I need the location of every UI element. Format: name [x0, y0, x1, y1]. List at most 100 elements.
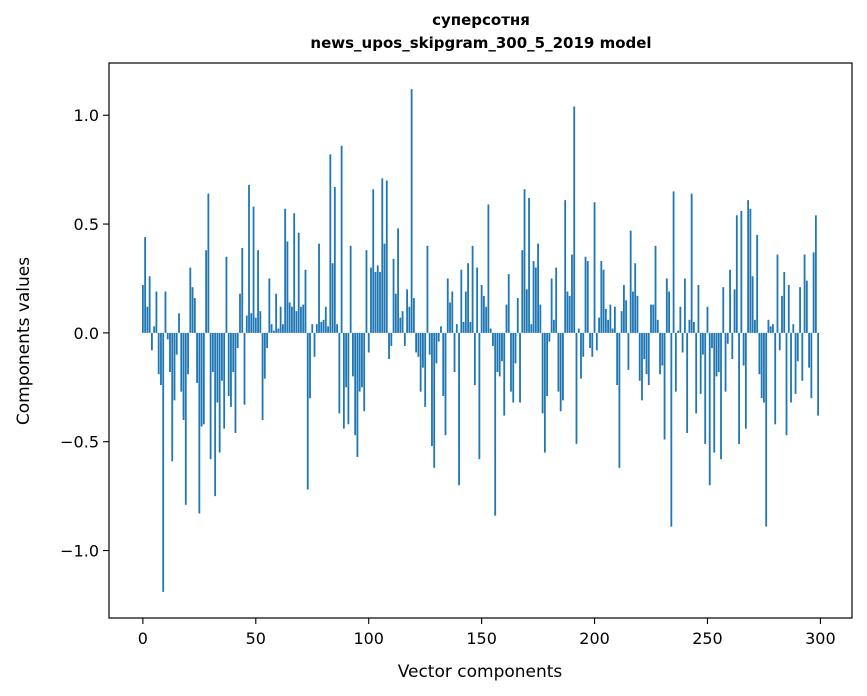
bar-74	[309, 332, 311, 399]
x-tick-label-2: 100	[353, 629, 384, 648]
bar-165	[514, 332, 517, 364]
bar-232	[665, 278, 668, 333]
y-tick-label-4: 1.0	[74, 106, 99, 125]
bar-188	[566, 291, 569, 333]
bar-171	[528, 197, 530, 333]
bar-127	[428, 332, 431, 355]
bar-183	[555, 267, 558, 333]
bar-90	[345, 332, 348, 388]
bar-14	[173, 332, 176, 401]
bar-26	[200, 332, 203, 427]
bar-256	[720, 332, 722, 460]
x-tick-label-4: 200	[579, 629, 610, 648]
bar-218	[634, 263, 637, 333]
bar-50	[254, 317, 257, 333]
bar-4	[151, 332, 153, 351]
bar-135	[446, 278, 449, 333]
bar-69	[297, 232, 300, 333]
bar-251	[708, 332, 711, 486]
bar-197	[586, 261, 589, 333]
bar-212	[620, 311, 623, 333]
x-tick-label-6: 300	[805, 629, 836, 648]
bar-49	[252, 206, 255, 333]
bar-285	[785, 332, 788, 436]
bar-75	[311, 324, 314, 333]
bar-214	[625, 300, 628, 333]
bar-192	[575, 332, 578, 444]
bar-291	[799, 287, 801, 333]
bar-243	[690, 193, 693, 333]
bar-154	[489, 328, 492, 333]
bar-29	[207, 193, 210, 333]
bar-166	[516, 298, 519, 333]
bar-110	[390, 332, 393, 346]
bar-219	[636, 295, 639, 333]
bar-121	[415, 332, 418, 353]
bar-241	[686, 332, 689, 433]
bar-143	[464, 291, 467, 333]
bar-223	[645, 332, 648, 375]
bar-58	[272, 330, 275, 333]
y-axis-label: Components values	[14, 257, 34, 425]
bar-182	[552, 319, 555, 333]
bar-111	[392, 258, 395, 333]
bar-72	[304, 269, 307, 333]
bar-170	[525, 289, 528, 333]
bar-286	[787, 285, 790, 333]
bar-145	[469, 322, 472, 333]
bar-242	[688, 319, 691, 333]
bar-108	[385, 180, 388, 333]
bar-122	[417, 332, 420, 357]
bar-0	[141, 285, 144, 333]
bar-290	[796, 332, 799, 362]
bar-180	[548, 332, 551, 342]
x-axis-ticks: 0 50 100 150 200 250 300	[138, 618, 836, 648]
bar-22	[191, 287, 194, 333]
bar-205	[604, 308, 607, 333]
bar-187	[564, 200, 567, 333]
bar-196	[584, 256, 587, 333]
bar-270	[751, 276, 754, 333]
bar-57	[270, 324, 273, 333]
bar-36	[223, 332, 226, 429]
bar-140	[458, 332, 460, 486]
bar-280	[774, 332, 777, 425]
bar-85	[333, 187, 336, 333]
bar-104	[376, 265, 379, 333]
bar-119	[410, 89, 413, 333]
bar-60	[277, 328, 280, 333]
bar-124	[422, 332, 424, 368]
bar-47	[248, 184, 250, 333]
bar-225	[650, 304, 652, 333]
bar-254	[715, 332, 718, 377]
bar-138	[453, 332, 456, 373]
bar-277	[767, 319, 770, 333]
y-tick-label-0: −1.0	[60, 542, 99, 561]
bar-228	[656, 319, 659, 333]
bar-78	[318, 243, 320, 333]
bar-156	[494, 332, 497, 516]
bar-142	[462, 322, 465, 333]
bar-284	[783, 271, 786, 333]
bar-84	[331, 263, 334, 333]
y-tick-label-2: 0.0	[74, 324, 99, 343]
bar-204	[602, 269, 605, 333]
bar-191	[573, 106, 576, 333]
bar-32	[214, 332, 217, 497]
bar-206	[607, 319, 609, 333]
bar-25	[198, 332, 201, 514]
bar-193	[577, 328, 580, 333]
bar-253	[713, 332, 716, 453]
bar-250	[706, 306, 709, 333]
bar-293	[803, 254, 806, 333]
bar-147	[473, 332, 476, 386]
bar-167	[519, 332, 521, 403]
bar-38	[227, 332, 230, 396]
bar-144	[467, 263, 469, 333]
bar-82	[327, 326, 329, 333]
bar-261	[731, 332, 734, 359]
bar-107	[383, 243, 386, 333]
bar-62	[281, 324, 284, 333]
chart-title: суперсотня	[432, 11, 530, 29]
